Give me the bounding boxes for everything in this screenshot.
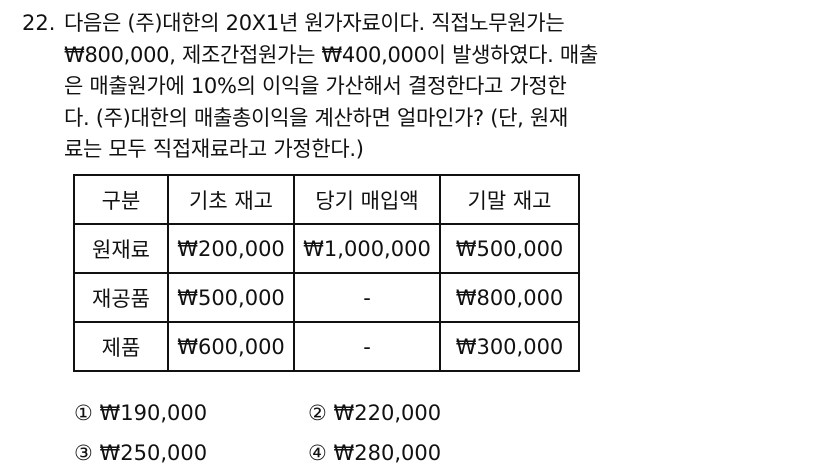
table-cell: ₩300,000: [439, 321, 580, 372]
question-line: 은 매출원가에 10%의 이익을 가산해서 결정한다고 가정한: [64, 74, 567, 98]
answer-option-3[interactable]: ③ ₩250,000: [74, 441, 207, 465]
table-cell: ₩800,000: [439, 272, 580, 323]
table-header-cell: 기말 재고: [439, 174, 580, 225]
question-line: 료는 모두 직접재료라고 가정한다.): [64, 137, 364, 161]
question-text: 다음은 (주)대한의 20X1년 원가자료이다. 직접노무원가는 ₩800,00…: [64, 8, 598, 166]
table-cell: 원재료: [73, 223, 169, 274]
table-cell: -: [293, 272, 441, 323]
table-row: 제품 ₩600,000 - ₩300,000: [73, 321, 580, 372]
question-line: 다. (주)대한의 매출총이익을 계산하면 얼마인가? (단, 원재: [64, 105, 568, 130]
table-row: 재공품 ₩500,000 - ₩800,000: [73, 272, 580, 323]
table-cell: 제품: [73, 321, 169, 372]
table-header-row: 구분 기초 재고 당기 매입액 기말 재고: [73, 174, 580, 225]
option-marker: ②: [308, 401, 327, 425]
table-header-cell: 당기 매입액: [293, 174, 441, 225]
option-text: ₩250,000: [99, 441, 208, 465]
cost-data-table: 구분 기초 재고 당기 매입액 기말 재고 원재료 ₩200,000 ₩1,00…: [73, 174, 580, 372]
table-cell: ₩500,000: [167, 272, 295, 323]
option-marker: ①: [74, 401, 93, 425]
option-marker: ③: [74, 441, 93, 465]
table-cell: ₩200,000: [167, 223, 295, 274]
answer-option-2[interactable]: ② ₩220,000: [308, 401, 441, 425]
table-cell: ₩1,000,000: [293, 223, 441, 274]
option-text: ₩280,000: [333, 441, 442, 465]
question-line: 다음은 (주)대한의 20X1년 원가자료이다. 직접노무원가는: [64, 11, 565, 35]
option-text: ₩220,000: [333, 401, 442, 425]
answer-option-1[interactable]: ① ₩190,000: [74, 401, 207, 425]
table-cell: ₩600,000: [167, 321, 295, 372]
answer-option-4[interactable]: ④ ₩280,000: [308, 441, 441, 465]
question-line: ₩800,000, 제조간접원가는 ₩400,000이 발생하였다. 매출: [64, 42, 598, 67]
option-marker: ④: [308, 441, 327, 465]
table-cell: 재공품: [73, 272, 169, 323]
option-text: ₩190,000: [99, 401, 208, 425]
table-cell: ₩500,000: [439, 223, 580, 274]
table-row: 원재료 ₩200,000 ₩1,000,000 ₩500,000: [73, 223, 580, 274]
table-header-cell: 구분: [73, 174, 169, 225]
table-header-cell: 기초 재고: [167, 174, 295, 225]
question-number: 22.: [22, 11, 56, 35]
table-cell: -: [293, 321, 441, 372]
